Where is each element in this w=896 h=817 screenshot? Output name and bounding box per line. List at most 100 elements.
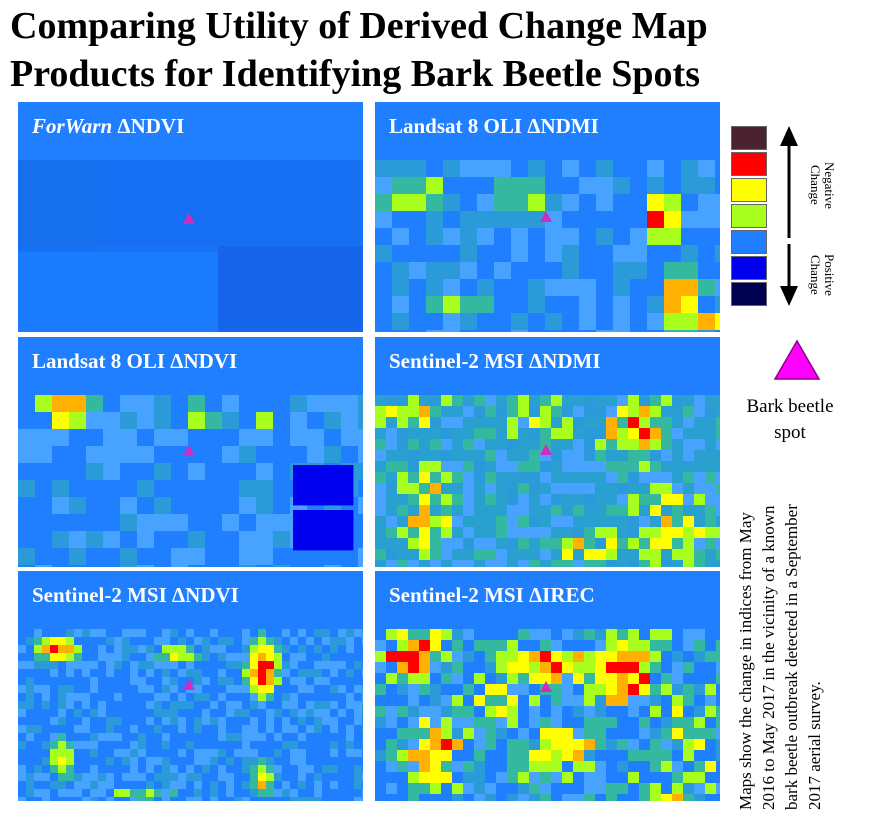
map-pixel <box>496 560 508 567</box>
map-pixel <box>551 772 563 784</box>
map-pixel <box>82 629 91 638</box>
map-pixel <box>683 706 695 718</box>
map-pixel <box>330 773 339 782</box>
map-pixel <box>18 645 27 654</box>
map-pixel <box>50 701 59 710</box>
map-pixel <box>430 505 442 517</box>
map-pixel <box>69 463 87 481</box>
map-pixel <box>306 749 315 758</box>
map-pixel <box>86 446 104 464</box>
map-pixel <box>705 395 717 407</box>
map-pixel <box>551 695 563 707</box>
map-pixel <box>50 653 59 662</box>
map-pixel <box>518 794 530 801</box>
panel-sentinel-ndmi: Sentinel-2 MSI ΔNDMI <box>375 337 720 567</box>
map-pixel <box>354 653 363 662</box>
map-pixel <box>419 538 431 550</box>
map-pixel <box>171 446 189 464</box>
map-pixel <box>507 472 519 484</box>
map-pixel <box>222 446 240 464</box>
map-pixel <box>362 685 363 694</box>
map-pixel <box>26 789 35 798</box>
map-pixel <box>290 412 308 430</box>
map-pixel <box>485 461 497 473</box>
map-pixel <box>274 701 283 710</box>
map-pixel <box>430 629 442 641</box>
map-pixel <box>613 245 631 263</box>
map-pixel <box>551 640 563 652</box>
map-pixel <box>258 661 267 670</box>
map-pixel <box>628 516 640 528</box>
map-pixel <box>186 781 195 790</box>
map-pixel <box>103 548 121 566</box>
map-pixel <box>485 629 497 641</box>
map-pixel <box>226 669 235 678</box>
map-pixel <box>694 472 706 484</box>
map-pixel <box>650 673 662 685</box>
map-pixel <box>694 461 706 473</box>
map-pixel <box>485 395 497 407</box>
map-pixel <box>218 685 227 694</box>
map-pixel <box>18 701 27 710</box>
map-pixel <box>430 428 442 440</box>
map-pixel <box>647 228 665 246</box>
map-pixel <box>529 549 541 561</box>
map-pixel <box>540 527 552 539</box>
map-pixel <box>595 772 607 784</box>
map-pixel <box>551 651 563 663</box>
map-pixel <box>146 765 155 774</box>
map-pixel <box>672 516 684 528</box>
map-pixel <box>494 313 512 331</box>
map-pixel <box>242 733 251 742</box>
map-pixel <box>606 651 618 663</box>
map-pixel <box>162 797 171 801</box>
map-pixel <box>234 757 243 766</box>
map-pixel <box>266 637 275 646</box>
map-pixel <box>386 461 398 473</box>
map-pixel <box>494 262 512 280</box>
map-pixel <box>34 637 43 646</box>
map-pixel <box>511 194 529 212</box>
map-pixel <box>314 741 323 750</box>
map-pixel <box>463 750 475 762</box>
map-pixel <box>579 177 597 195</box>
map-pixel <box>42 701 51 710</box>
map-pixel <box>595 461 607 473</box>
map-pixel <box>409 279 427 297</box>
map-pixel <box>375 706 387 718</box>
map-pixel <box>194 645 203 654</box>
map-pixel <box>210 789 219 798</box>
map-pixel <box>705 461 717 473</box>
map-pixel <box>234 765 243 774</box>
map-pixel <box>463 505 475 517</box>
map-pixel <box>58 789 67 798</box>
map-pixel <box>397 417 409 429</box>
map-pixel <box>226 637 235 646</box>
map-pixel <box>518 695 530 707</box>
map-pixel <box>266 749 275 758</box>
map-pixel <box>694 406 706 418</box>
map-pixel <box>35 463 53 481</box>
map-pixel <box>338 733 347 742</box>
map-pixel <box>584 417 596 429</box>
map-pixel <box>122 741 131 750</box>
map-pixel <box>409 296 427 314</box>
map-pixel <box>507 717 519 729</box>
map-pixel <box>256 463 274 481</box>
map-pixel <box>477 194 495 212</box>
map-pixel <box>595 516 607 528</box>
map-pixel <box>322 749 331 758</box>
map-pixel <box>250 789 259 798</box>
map-pixel <box>474 516 486 528</box>
map-pixel <box>477 177 495 195</box>
map-pixel <box>630 160 648 178</box>
map-pixel <box>474 494 486 506</box>
map-pixel <box>322 797 331 801</box>
map-pixel <box>375 629 387 641</box>
map-pixel <box>258 733 267 742</box>
map-pixel <box>298 677 307 686</box>
map-pixel <box>463 783 475 795</box>
map-pixel <box>188 429 206 447</box>
map-pixel <box>375 717 387 729</box>
map-pixel <box>137 480 155 498</box>
